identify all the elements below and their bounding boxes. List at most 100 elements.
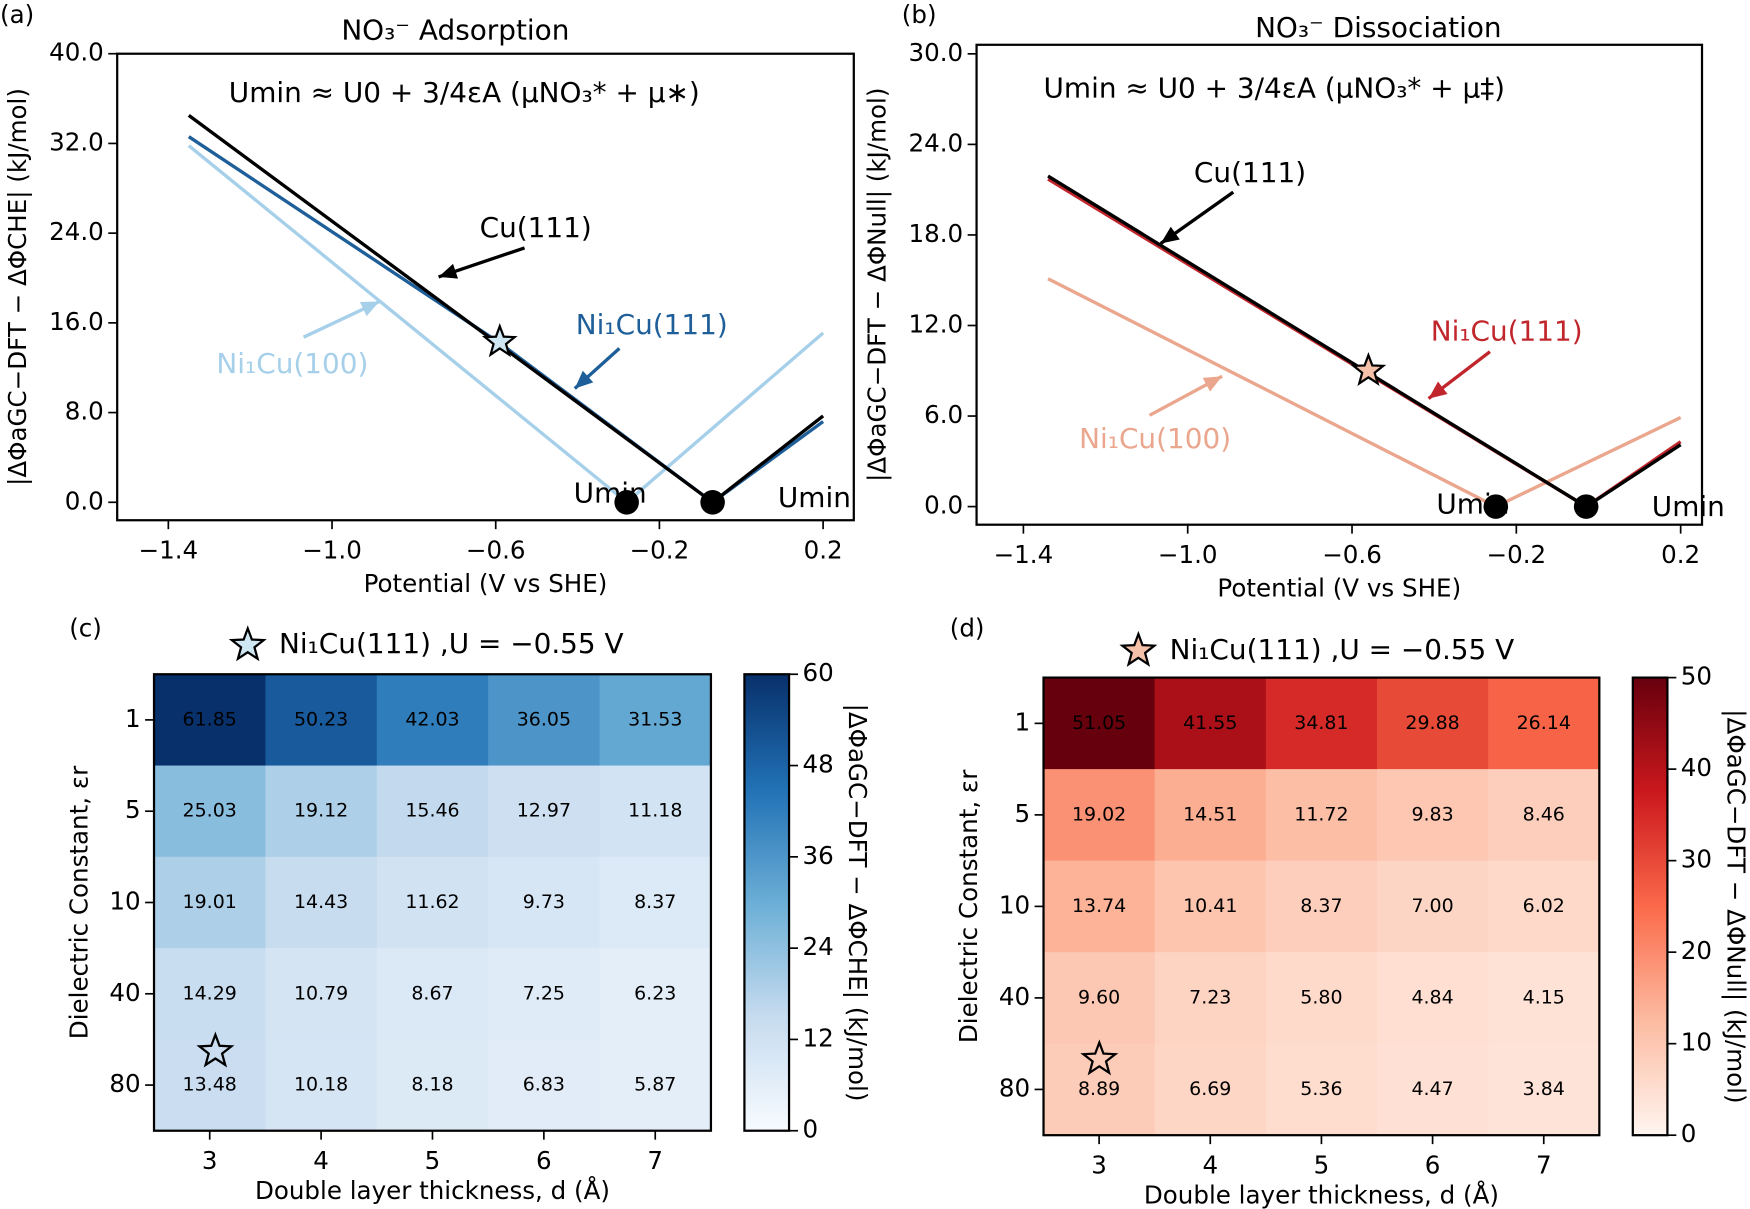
heat-cell — [1377, 1043, 1489, 1136]
y-tick-label: 1 — [1015, 707, 1031, 736]
y-tick-label: 8.0 — [65, 397, 104, 426]
heat-cell — [1043, 1043, 1156, 1136]
cell-label: 9.73 — [523, 891, 565, 913]
cell-label: 11.72 — [1294, 803, 1348, 825]
heat-cell — [1488, 1043, 1600, 1136]
x-tick-label: 7 — [647, 1146, 663, 1175]
x-tick-label: −0.6 — [1322, 540, 1382, 569]
heat-cell — [154, 674, 266, 767]
panel-label: (a) — [0, 0, 34, 29]
x-tick-label: 6 — [1425, 1150, 1441, 1179]
x-tick-label: 0.2 — [1661, 540, 1700, 569]
cell-label: 41.55 — [1183, 712, 1237, 734]
series-label: Cu(111) — [480, 211, 592, 244]
cell-label: 61.85 — [183, 708, 237, 730]
x-tick-label: 7 — [1536, 1150, 1552, 1179]
cell-label: 6.69 — [1189, 1078, 1231, 1100]
highlight-star — [196, 1031, 235, 1068]
star-marker — [1350, 351, 1387, 386]
colorbar-tick-label: 50 — [1681, 662, 1712, 691]
panel-label: (c) — [69, 614, 102, 643]
cell-label: 51.05 — [1072, 712, 1126, 734]
chart-title: Ni₁Cu(111) ,U = −0.55 V — [279, 627, 624, 660]
plot-frame — [1042, 676, 1601, 1137]
y-tick-label: 30.0 — [909, 38, 964, 67]
colorbar-tick-label: 24 — [802, 932, 833, 961]
cell-label: 7.25 — [523, 982, 565, 1004]
cell-label: 8.37 — [634, 891, 676, 913]
arrow-head — [1202, 376, 1223, 392]
cell-label: 7.23 — [1189, 986, 1231, 1008]
arrow-head — [359, 301, 380, 317]
panel-label: (d) — [950, 614, 985, 643]
colorbar-label: |ΔΦaGC−DFT − ΔΦNull| (kJ/mol) — [1721, 709, 1750, 1103]
heat-cell — [1043, 769, 1156, 862]
arrow — [438, 246, 526, 279]
panel-label: (b) — [902, 0, 937, 29]
x-tick-label: 3 — [1091, 1150, 1107, 1179]
series-label: Cu(111) — [1194, 156, 1306, 189]
cell-label: 42.03 — [405, 708, 459, 730]
cell-label: 7.00 — [1411, 895, 1453, 917]
x-tick-label: 4 — [313, 1146, 329, 1175]
x-tick-label: −1.4 — [994, 540, 1054, 569]
x-axis-label: Double layer thickness, d (Å) — [1144, 1181, 1499, 1209]
cell-label: 31.53 — [628, 708, 682, 730]
heat-cell — [1154, 860, 1267, 953]
colorbar-tick-label: 30 — [1681, 845, 1712, 874]
arrow — [1427, 350, 1491, 400]
plot-frame — [116, 52, 855, 522]
heat-cell — [376, 765, 489, 858]
line-series — [187, 114, 825, 505]
equation: Umin ≈ U0 + 3/4εA (μNO₃* + μ‡) — [1044, 71, 1506, 104]
heat-cell — [488, 674, 601, 767]
cell-label: 9.83 — [1411, 803, 1453, 825]
cell-label: 13.74 — [1072, 895, 1126, 917]
colorbar-tick-label: 12 — [802, 1023, 833, 1052]
arrow-head — [438, 263, 459, 279]
arrow-head — [1428, 381, 1448, 399]
heat-cell — [488, 1039, 601, 1132]
x-tick-label: 0.2 — [804, 535, 843, 564]
arrow-head — [1160, 226, 1180, 244]
x-tick-label: 4 — [1202, 1150, 1218, 1179]
y-tick-label: 10 — [109, 886, 140, 915]
plot-frame — [975, 43, 1704, 526]
heat-cell — [1488, 769, 1600, 862]
colorbar — [1631, 676, 1669, 1137]
heat-cell — [1154, 769, 1267, 862]
heat-cell — [1043, 952, 1156, 1045]
x-axis-label: Double layer thickness, d (Å) — [255, 1176, 610, 1205]
heat-cell — [265, 674, 378, 767]
x-axis-label: Potential (V vs SHE) — [1217, 573, 1461, 602]
heat-cell — [1154, 677, 1267, 770]
heat-cell — [488, 856, 601, 949]
heat-cell — [1154, 1043, 1267, 1136]
cell-label: 14.29 — [183, 982, 237, 1004]
cell-label: 8.18 — [411, 1074, 453, 1096]
y-axis-label: Dielectric Constant, εr — [954, 769, 983, 1043]
heat-cell — [1488, 677, 1600, 770]
heat-cell — [154, 765, 266, 858]
x-tick-label: −0.6 — [466, 535, 526, 564]
cell-label: 11.18 — [628, 800, 682, 822]
series-label: Ni₁Cu(100) — [1079, 422, 1231, 455]
heat-cell — [1265, 860, 1378, 953]
cell-label: 5.80 — [1300, 986, 1342, 1008]
plot-frame — [152, 673, 713, 1132]
cell-label: 5.36 — [1300, 1078, 1342, 1100]
cell-label: 36.05 — [517, 708, 571, 730]
cell-label: 4.47 — [1411, 1078, 1453, 1100]
x-tick-label: 5 — [1314, 1150, 1330, 1179]
x-tick-label: −0.2 — [630, 535, 690, 564]
cell-label: 14.43 — [294, 891, 348, 913]
min-point — [614, 490, 639, 515]
line-series — [1047, 277, 1682, 509]
colorbar-tick-label: 36 — [802, 841, 833, 870]
colorbar-tick-label: 0 — [802, 1115, 818, 1144]
chart-title: NO₃⁻ Dissociation — [1255, 11, 1502, 44]
star-marker — [481, 323, 518, 358]
y-tick-label: 12.0 — [909, 309, 964, 338]
